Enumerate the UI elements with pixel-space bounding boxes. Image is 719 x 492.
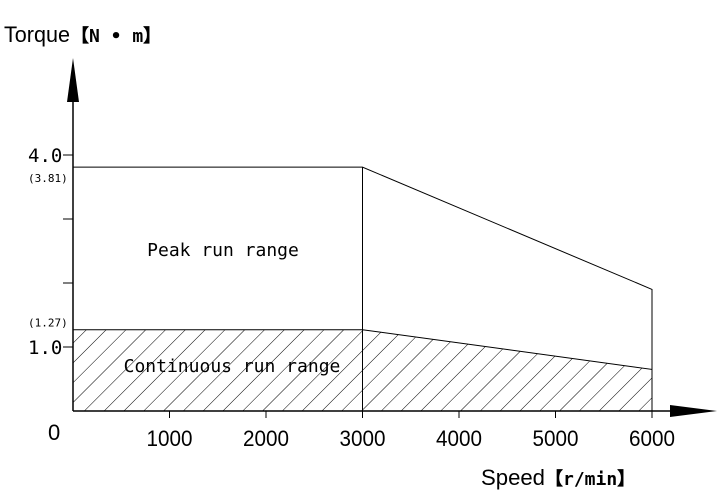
y-axis-unit: 【N • m】	[71, 26, 161, 47]
x-tick-label-2000: 2000	[243, 426, 289, 451]
y-sublabel-1.27: (1.27)	[28, 317, 68, 330]
y-axis-arrow-icon	[67, 58, 79, 102]
origin-label: 0	[48, 420, 60, 445]
y-sublabel-3.81: (3.81)	[28, 172, 68, 185]
y-axis-title: Torque	[4, 22, 70, 47]
axis-labels: 1000 2000 3000 4000 5000 6000 4.0 1.0 (3.81) (1.2…	[28, 145, 675, 451]
x-tick-label-1000: 1000	[147, 426, 193, 451]
x-tick-label-6000: 6000	[629, 426, 675, 451]
x-tick-label-4000: 4000	[436, 426, 482, 451]
x-axis-unit: 【r/min】	[545, 469, 635, 490]
y-tick-label-1.0: 1.0	[28, 337, 62, 359]
x-axis-title: Speed	[481, 465, 545, 490]
y-tick-label-4.0: 4.0	[28, 145, 62, 167]
x-axis-arrow-icon	[670, 405, 717, 417]
peak-run-range-boundary	[73, 166, 653, 411]
continuous-run-range-label: Continuous run range	[124, 356, 341, 377]
peak-run-range-label: Peak run range	[147, 240, 299, 261]
axis-ticks	[63, 154, 653, 418]
x-tick-label-5000: 5000	[533, 426, 579, 451]
x-tick-label-3000: 3000	[340, 426, 386, 451]
